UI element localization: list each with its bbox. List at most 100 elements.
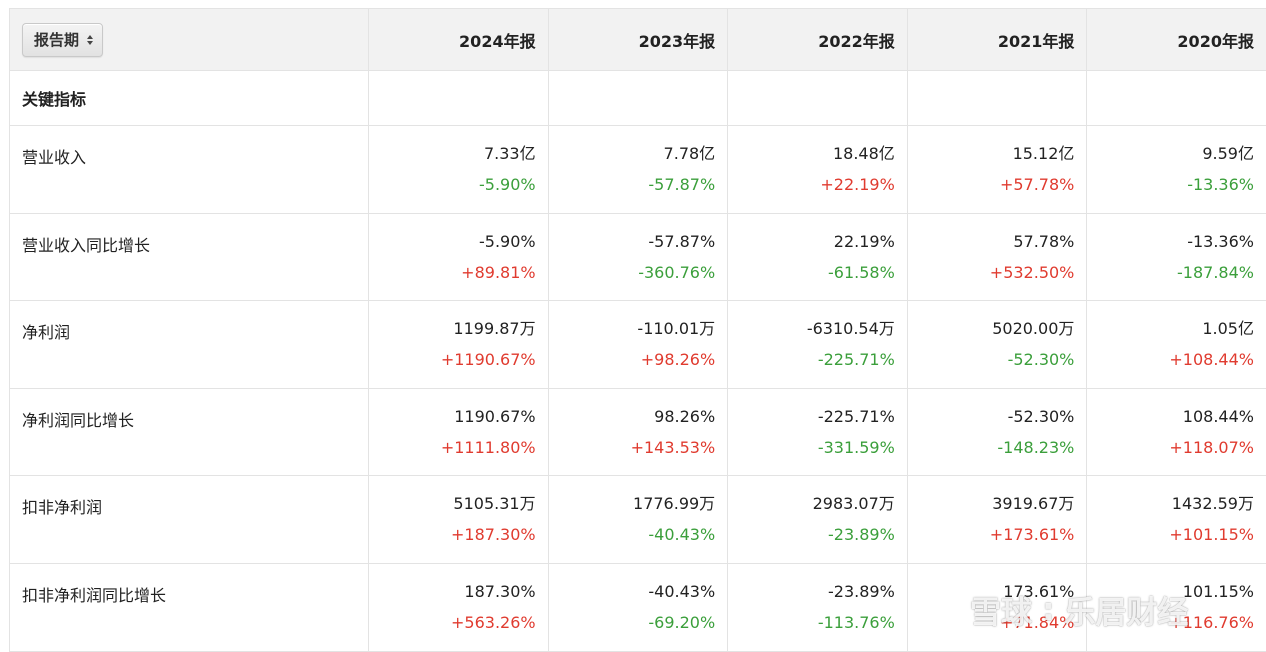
metric-change: -148.23% bbox=[908, 438, 1075, 458]
metric-change: -57.87% bbox=[549, 175, 716, 195]
metric-change: -225.71% bbox=[728, 350, 895, 370]
metric-cell: 5020.00万 -52.30% bbox=[907, 301, 1087, 389]
metric-value: 15.12亿 bbox=[908, 144, 1075, 164]
report-period-label: 报告期 bbox=[34, 29, 79, 50]
metric-value: 173.61% bbox=[908, 582, 1075, 602]
metric-value: 18.48亿 bbox=[728, 144, 895, 164]
metric-value: -225.71% bbox=[728, 407, 895, 427]
metric-cell: 7.78亿-57.87% bbox=[548, 126, 728, 214]
year-header-2024: 2024年报 bbox=[369, 9, 549, 71]
metric-value: 108.44% bbox=[1087, 407, 1254, 427]
metric-label: 净利润同比增长 bbox=[10, 388, 369, 476]
metric-change: +1111.80% bbox=[369, 438, 536, 458]
metric-change: +116.76% bbox=[1087, 613, 1254, 633]
metric-value: 57.78% bbox=[908, 232, 1075, 252]
metric-change: +108.44% bbox=[1087, 350, 1254, 370]
metric-cell: -225.71% -331.59% bbox=[728, 388, 908, 476]
metric-value: 1190.67% bbox=[369, 407, 536, 427]
metric-value: 22.19% bbox=[728, 232, 895, 252]
year-header-2023: 2023年报 bbox=[548, 9, 728, 71]
metric-cell: -110.01万 +98.26% bbox=[548, 301, 728, 389]
metric-value: 101.15% bbox=[1087, 582, 1254, 602]
sort-updown-icon bbox=[87, 35, 93, 45]
metric-cell: 7.33亿 -5.90% bbox=[369, 126, 549, 214]
metric-value: -110.01万 bbox=[549, 319, 716, 339]
metric-value: -6310.54万 bbox=[728, 319, 895, 339]
metric-value: -23.89% bbox=[728, 582, 895, 602]
metric-value: 3919.67万 bbox=[908, 494, 1075, 514]
metric-change: +89.81% bbox=[369, 263, 536, 283]
metric-cell: 57.78% +532.50% bbox=[907, 213, 1087, 301]
metric-cell: -52.30%-148.23% bbox=[907, 388, 1087, 476]
metric-value: 98.26% bbox=[549, 407, 716, 427]
metric-value: 5020.00万 bbox=[908, 319, 1075, 339]
metric-cell: -57.87%-360.76% bbox=[548, 213, 728, 301]
metric-cell: 108.44%+118.07% bbox=[1087, 388, 1266, 476]
metric-value: 5105.31万 bbox=[369, 494, 536, 514]
metric-cell: 1432.59万 +101.15% bbox=[1087, 476, 1266, 564]
metric-value: -13.36% bbox=[1087, 232, 1254, 252]
metric-change: +101.15% bbox=[1087, 525, 1254, 545]
metric-cell: 9.59亿 -13.36% bbox=[1087, 126, 1266, 214]
metric-change: +563.26% bbox=[369, 613, 536, 633]
financial-indicators-table: 报告期 2024年报 2023年报 2022年报 2021年报 2020年报 关… bbox=[9, 8, 1266, 652]
metric-value: 1432.59万 bbox=[1087, 494, 1254, 514]
metric-cell: -40.43%-69.20% bbox=[548, 563, 728, 651]
metric-value: 2983.07万 bbox=[728, 494, 895, 514]
metric-label: 净利润 bbox=[10, 301, 369, 389]
metric-cell: 2983.07万 -23.89% bbox=[728, 476, 908, 564]
metric-change: -40.43% bbox=[549, 525, 716, 545]
metric-cell: 187.30% +563.26% bbox=[369, 563, 549, 651]
metric-value: 187.30% bbox=[369, 582, 536, 602]
metric-value: 7.33亿 bbox=[369, 144, 536, 164]
metric-cell: 1190.67% +1111.80% bbox=[369, 388, 549, 476]
metric-cell: 3919.67万+173.61% bbox=[907, 476, 1087, 564]
metric-change: -52.30% bbox=[908, 350, 1075, 370]
metric-label: 营业收入同比增长 bbox=[10, 213, 369, 301]
metric-cell: 15.12亿 +57.78% bbox=[907, 126, 1087, 214]
metric-change: +187.30% bbox=[369, 525, 536, 545]
metric-cell: 1776.99万 -40.43% bbox=[548, 476, 728, 564]
metric-value: 9.59亿 bbox=[1087, 144, 1254, 164]
metric-cell: 98.26% +143.53% bbox=[548, 388, 728, 476]
metric-value: -5.90% bbox=[369, 232, 536, 252]
table-row: 营业收入同比增长-5.90% +89.81% -57.87%-360.76%22.1… bbox=[10, 213, 1266, 301]
metric-cell: 22.19% -61.58% bbox=[728, 213, 908, 301]
metric-cell: -23.89% -113.76% bbox=[728, 563, 908, 651]
metric-change: -331.59% bbox=[728, 438, 895, 458]
metric-cell: -13.36%-187.84% bbox=[1087, 213, 1266, 301]
metric-value: 1199.87万 bbox=[369, 319, 536, 339]
metric-value: 1.05亿 bbox=[1087, 319, 1254, 339]
section-row-key-indicators: 关键指标 bbox=[10, 71, 1266, 126]
metric-change: +143.53% bbox=[549, 438, 716, 458]
metric-change: +98.26% bbox=[549, 350, 716, 370]
year-header-2021: 2021年报 bbox=[907, 9, 1087, 71]
metric-value: 1776.99万 bbox=[549, 494, 716, 514]
metric-change: -13.36% bbox=[1087, 175, 1254, 195]
metric-cell: 18.48亿 +22.19% bbox=[728, 126, 908, 214]
metric-change: +532.50% bbox=[908, 263, 1075, 283]
report-period-sort-button[interactable]: 报告期 bbox=[22, 23, 103, 57]
metric-label: 扣非净利润同比增长 bbox=[10, 563, 369, 651]
metric-cell: 101.15% +116.76% bbox=[1087, 563, 1266, 651]
metric-change: +22.19% bbox=[728, 175, 895, 195]
metric-change: -5.90% bbox=[369, 175, 536, 195]
metric-change: +71.84% bbox=[908, 613, 1075, 633]
metric-change: +1190.67% bbox=[369, 350, 536, 370]
metric-cell: 173.61% +71.84% bbox=[907, 563, 1087, 651]
section-title: 关键指标 bbox=[10, 71, 369, 126]
table-header-row: 报告期 2024年报 2023年报 2022年报 2021年报 2020年报 bbox=[10, 9, 1266, 71]
metric-change: -69.20% bbox=[549, 613, 716, 633]
metric-cell: -6310.54万 -225.71% bbox=[728, 301, 908, 389]
metric-change: -23.89% bbox=[728, 525, 895, 545]
metric-change: -113.76% bbox=[728, 613, 895, 633]
metric-cell: 1199.87万 +1190.67% bbox=[369, 301, 549, 389]
metric-change: +57.78% bbox=[908, 175, 1075, 195]
metric-change: -61.58% bbox=[728, 263, 895, 283]
metric-label: 扣非净利润 bbox=[10, 476, 369, 564]
